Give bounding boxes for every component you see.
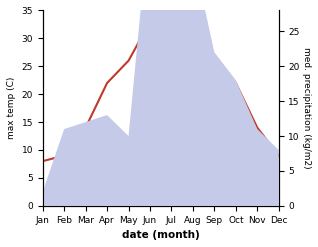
Y-axis label: med. precipitation (kg/m2): med. precipitation (kg/m2) [302, 47, 311, 169]
Y-axis label: max temp (C): max temp (C) [7, 77, 16, 139]
X-axis label: date (month): date (month) [122, 230, 200, 240]
